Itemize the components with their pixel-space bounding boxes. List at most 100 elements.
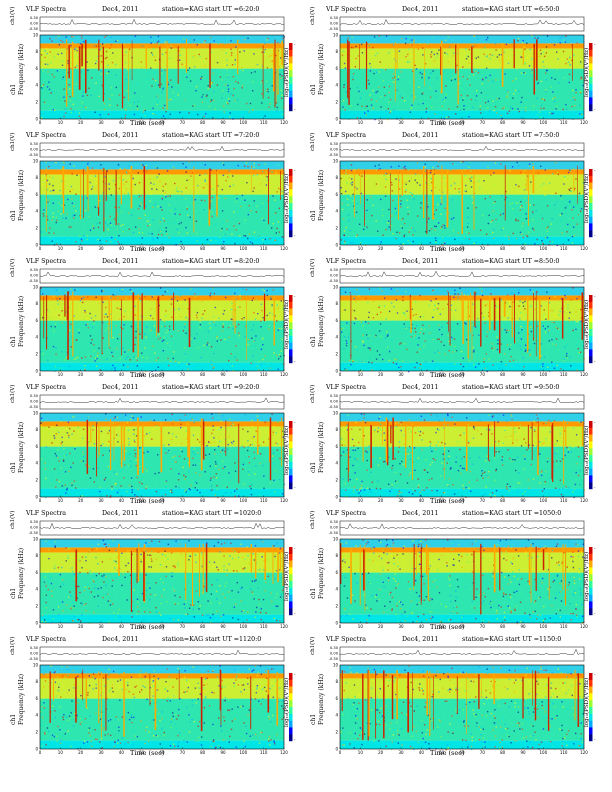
spectrogram-cell	[350, 164, 353, 166]
y-tick-label: 4	[335, 209, 338, 214]
spectrogram-cell	[411, 104, 413, 106]
spectrogram-cell	[502, 442, 505, 445]
spectrogram-cell	[511, 460, 513, 463]
spectrogram-cell	[255, 430, 257, 432]
spectrogram-cell	[123, 316, 126, 318]
spectrogram-cell	[580, 193, 583, 195]
spectrogram-cell	[489, 110, 491, 112]
spectrogram-cell	[565, 62, 567, 65]
spectrogram-cell	[545, 89, 547, 91]
spectrogram-cell	[189, 80, 192, 82]
y-tick-label: 6	[35, 66, 38, 71]
spectrogram-cell	[169, 79, 172, 81]
spectrogram-cell	[105, 546, 108, 548]
spectrogram-cell	[173, 167, 175, 169]
spectrogram-cell	[166, 243, 169, 245]
spectrogram-band	[340, 161, 584, 170]
spectrogram-cell	[164, 35, 166, 38]
spectrogram-cell	[92, 487, 94, 490]
spectrogram-cell	[541, 365, 544, 368]
spectrogram-cell	[386, 118, 389, 121]
spectrogram-cell	[105, 306, 107, 309]
spectrogram-cell	[60, 39, 62, 42]
spectrogram-cell	[396, 290, 399, 292]
spectrogram-cell	[188, 161, 190, 163]
spectrogram-cell	[208, 449, 210, 451]
spectrogram-cell	[281, 35, 283, 38]
spectrogram-cell	[47, 71, 49, 73]
spectrogram-cell	[450, 218, 453, 220]
colorbar-segment	[289, 342, 293, 350]
spectrogram-cell	[359, 428, 361, 431]
spectrogram-cell	[349, 198, 351, 201]
spectrogram-cell	[434, 229, 436, 231]
spectrogram-cell	[180, 301, 182, 304]
spectrogram-cell	[429, 441, 431, 443]
spectrogram-cell	[81, 297, 83, 300]
spectrogram-cell	[350, 241, 352, 244]
spectrogram-cell	[167, 443, 170, 446]
spectrogram-cell	[543, 309, 545, 311]
spectrogram-cell	[162, 115, 165, 117]
spectrogram-cell	[522, 301, 524, 304]
spectrogram-cell	[107, 187, 109, 189]
spectrogram-cell	[103, 479, 106, 481]
spectrogram-cell	[238, 222, 241, 225]
spectrogram-cell	[79, 309, 81, 311]
spectrogram-cell	[369, 357, 371, 360]
x-tick-label: 10	[58, 246, 64, 251]
spectrogram-cell	[418, 463, 421, 466]
spectrogram-cell	[147, 78, 149, 81]
spectrogram-cell	[507, 294, 509, 296]
spectrogram-cell	[517, 108, 519, 110]
spectrogram-cell	[196, 232, 198, 235]
spectrogram-cell	[436, 308, 438, 310]
spectrogram-cell	[176, 59, 179, 62]
spectrogram-cell	[397, 495, 399, 497]
spectrogram-cell	[452, 484, 454, 486]
spectrogram-cell	[340, 454, 342, 457]
spectrogram-cell	[87, 69, 89, 72]
spectrogram-cell	[504, 73, 506, 75]
spectrogram-cell	[493, 228, 495, 231]
spectrogram-cell	[454, 182, 456, 185]
spectrogram-cell	[182, 38, 185, 40]
spectrogram-cell	[368, 208, 371, 210]
spectrogram-cell	[125, 188, 128, 190]
spectrogram-cell	[135, 164, 137, 166]
spectrogram-cell	[177, 565, 179, 567]
spectrogram-cell	[254, 339, 256, 342]
spectrogram-cell	[69, 163, 71, 165]
spectrogram-cell	[223, 240, 225, 243]
spectrogram-cell	[447, 60, 449, 63]
spectrogram-cell	[225, 83, 227, 86]
panel-title: VLF Spectra	[326, 6, 366, 13]
spectrogram-cell	[566, 231, 568, 233]
spectrogram-cell	[463, 237, 466, 240]
spectrogram-cell	[134, 449, 136, 451]
spectrogram-cell	[190, 175, 192, 177]
spectrogram-cell	[540, 107, 542, 110]
spectrogram-cell	[518, 289, 520, 292]
spectrogram-cell	[194, 554, 197, 556]
spectrogram-cell	[379, 488, 382, 490]
colorbar-segment	[589, 97, 593, 105]
x-tick-label: 120	[280, 246, 288, 251]
spectrogram-cell	[160, 219, 162, 221]
spectrogram-cell	[420, 363, 423, 366]
spectrogram-cell	[447, 483, 449, 486]
spectrogram-cell	[236, 488, 238, 490]
spectrogram-cell	[224, 296, 227, 299]
spectrogram-cell	[261, 93, 263, 95]
spectrogram-cell	[64, 100, 66, 102]
frequency-axis-label: Frequency (kHz)	[318, 169, 325, 221]
spectrogram-cell	[117, 223, 120, 225]
spectrogram-cell	[111, 94, 113, 96]
spectrogram-cell	[274, 596, 277, 599]
spectrogram-cell	[112, 337, 114, 339]
spectrogram-cell	[473, 428, 476, 430]
spectrogram-cell	[134, 314, 137, 316]
spectrogram-cell	[214, 453, 216, 455]
spectrogram-cell	[179, 213, 181, 216]
spectrogram-cell	[509, 348, 511, 350]
